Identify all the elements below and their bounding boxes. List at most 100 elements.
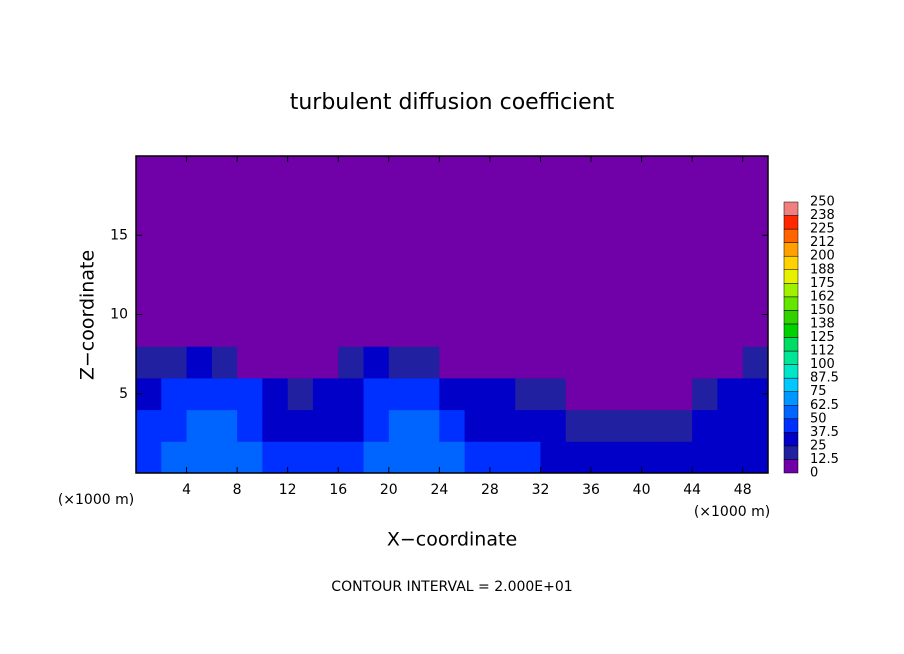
- x-tick-label: 12: [279, 482, 297, 498]
- heatmap-cell: [186, 377, 213, 411]
- heatmap-cell: [439, 346, 466, 379]
- heatmap-cell: [717, 251, 744, 284]
- heatmap-cell: [616, 377, 643, 411]
- heatmap-cell: [338, 156, 365, 189]
- heatmap-cell: [616, 156, 643, 189]
- heatmap-cell: [287, 156, 314, 189]
- colorbar-label: 225: [810, 222, 835, 237]
- heatmap-cell: [338, 282, 365, 315]
- colorbar-swatch: [783, 350, 799, 365]
- heatmap-cell: [363, 409, 390, 442]
- heatmap-cell: [312, 409, 339, 442]
- heatmap-cell: [388, 409, 415, 442]
- x-tick-label: 20: [380, 482, 398, 498]
- heatmap-cell: [363, 441, 390, 474]
- heatmap-cell: [616, 346, 643, 379]
- colorbar-label: 188: [810, 262, 835, 277]
- heatmap-cell: [262, 409, 289, 442]
- heatmap-cell: [388, 377, 415, 411]
- heatmap-cell: [742, 156, 769, 189]
- colorbar-swatch: [783, 296, 799, 311]
- heatmap-cell: [717, 346, 744, 379]
- heatmap-cell: [388, 251, 415, 284]
- heatmap-cell: [666, 346, 693, 379]
- heatmap-cell: [489, 251, 516, 284]
- heatmap-cell: [515, 219, 541, 252]
- heatmap-cell: [363, 251, 390, 284]
- heatmap-cell: [363, 282, 390, 315]
- heatmap-cell: [363, 187, 390, 220]
- heatmap-cell: [540, 346, 567, 379]
- heatmap-cell: [641, 219, 668, 252]
- colorbar-swatch: [783, 445, 799, 460]
- heatmap-cell: [161, 187, 188, 220]
- heatmap-cell: [591, 219, 617, 252]
- heatmap-cell: [641, 346, 668, 379]
- colorbar-label: 37.5: [810, 425, 839, 440]
- heatmap-cell: [464, 441, 491, 474]
- heatmap-cell: [262, 187, 289, 220]
- heatmap-cell: [742, 187, 769, 220]
- heatmap-cell: [211, 156, 238, 189]
- heatmap-cell: [616, 282, 643, 315]
- heatmap-cell: [515, 409, 541, 442]
- heatmap-cell: [414, 156, 440, 189]
- heatmap-cell: [540, 156, 567, 189]
- heatmap-cell: [211, 314, 238, 347]
- heatmap-cell: [262, 219, 289, 252]
- heatmap-cell: [717, 219, 744, 252]
- heatmap-cell: [136, 314, 162, 347]
- heatmap-cell: [717, 156, 744, 189]
- heatmap-cell: [287, 282, 314, 315]
- heatmap-cell: [287, 377, 314, 411]
- heatmap-cell: [287, 441, 314, 474]
- heatmap-cell: [717, 314, 744, 347]
- heatmap-cell: [161, 314, 188, 347]
- heatmap-cell: [414, 377, 440, 411]
- heatmap-cell: [591, 314, 617, 347]
- heatmap-cell: [591, 156, 617, 189]
- heatmap-cell: [186, 251, 213, 284]
- heatmap-cell: [591, 251, 617, 284]
- heatmap-cell: [742, 441, 769, 474]
- heatmap-cell: [464, 282, 491, 315]
- heatmap-cell: [565, 282, 592, 315]
- heatmap-cell: [312, 219, 339, 252]
- heatmap-cell: [211, 187, 238, 220]
- heatmap-cell: [616, 187, 643, 220]
- heatmap-cell: [616, 441, 643, 474]
- heatmap-cell: [489, 282, 516, 315]
- heatmap-cell: [237, 219, 263, 252]
- colorbar-swatch: [783, 269, 799, 284]
- heatmap-cell: [363, 346, 390, 379]
- colorbar-label: 87.5: [810, 371, 839, 386]
- heatmap-cell: [439, 156, 466, 189]
- heatmap-cell: [338, 314, 365, 347]
- heatmap-cell: [211, 409, 238, 442]
- colorbar-label: 100: [810, 357, 835, 372]
- heatmap-cell: [439, 314, 466, 347]
- note: CONTOUR INTERVAL = 2.000E+01: [331, 579, 572, 595]
- colorbar-swatch: [783, 201, 799, 216]
- heatmap-cell: [540, 409, 567, 442]
- heatmap-cell: [666, 219, 693, 252]
- heatmap-cell: [692, 282, 718, 315]
- colorbar-label: 162: [810, 289, 835, 304]
- heatmap-cell: [237, 409, 263, 442]
- heatmap-cell: [515, 156, 541, 189]
- heatmap-cell: [717, 377, 744, 411]
- heatmap-cell: [262, 377, 289, 411]
- heatmap-cell: [439, 441, 466, 474]
- heatmap-cell: [591, 441, 617, 474]
- colorbar-label: 138: [810, 316, 835, 331]
- x-tick-label: 40: [633, 482, 651, 498]
- heatmap-cell: [312, 251, 339, 284]
- colorbar-swatch: [783, 323, 799, 338]
- heatmap-cell: [717, 187, 744, 220]
- heatmap-cell: [641, 409, 668, 442]
- heatmap-cell: [211, 441, 238, 474]
- heatmap-cell: [692, 314, 718, 347]
- heatmap-cell: [136, 282, 162, 315]
- heatmap-cell: [464, 346, 491, 379]
- heatmap-cell: [666, 441, 693, 474]
